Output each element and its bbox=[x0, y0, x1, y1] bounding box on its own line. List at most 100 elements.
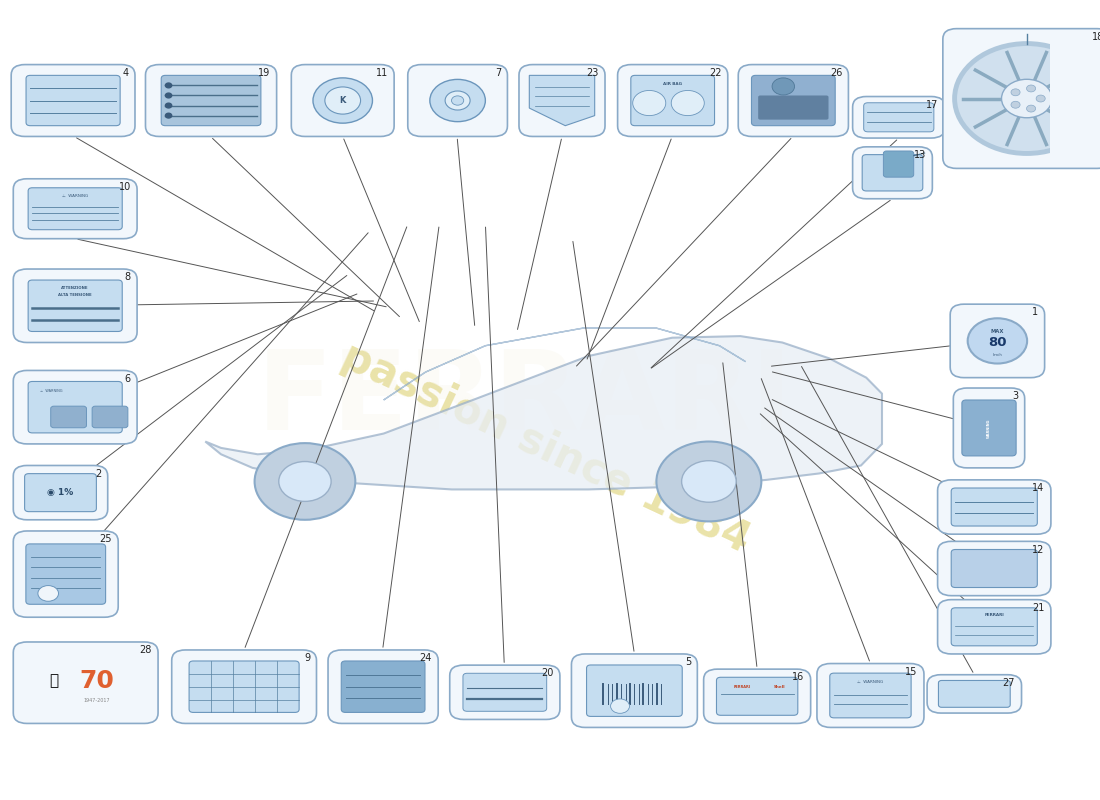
FancyBboxPatch shape bbox=[829, 673, 911, 718]
Circle shape bbox=[430, 79, 485, 122]
Circle shape bbox=[955, 43, 1099, 154]
FancyBboxPatch shape bbox=[617, 65, 728, 137]
FancyBboxPatch shape bbox=[13, 531, 118, 618]
Text: 4: 4 bbox=[122, 68, 129, 78]
FancyBboxPatch shape bbox=[29, 280, 122, 331]
FancyBboxPatch shape bbox=[172, 650, 317, 723]
Circle shape bbox=[165, 93, 172, 98]
FancyBboxPatch shape bbox=[13, 269, 138, 342]
Circle shape bbox=[1026, 105, 1035, 112]
FancyBboxPatch shape bbox=[341, 661, 425, 713]
Text: 6: 6 bbox=[124, 374, 131, 384]
Text: Shell: Shell bbox=[774, 685, 785, 689]
FancyBboxPatch shape bbox=[937, 542, 1050, 596]
Text: 80: 80 bbox=[988, 336, 1007, 350]
FancyBboxPatch shape bbox=[26, 75, 120, 126]
FancyBboxPatch shape bbox=[29, 188, 122, 230]
FancyBboxPatch shape bbox=[13, 466, 108, 520]
Circle shape bbox=[1036, 95, 1045, 102]
Text: 19: 19 bbox=[258, 68, 271, 78]
Text: 1: 1 bbox=[1032, 307, 1038, 318]
Circle shape bbox=[314, 78, 373, 123]
FancyBboxPatch shape bbox=[862, 154, 923, 191]
FancyBboxPatch shape bbox=[954, 388, 1025, 468]
Text: 7: 7 bbox=[495, 68, 502, 78]
Circle shape bbox=[671, 90, 704, 116]
Text: 70: 70 bbox=[80, 669, 114, 693]
FancyBboxPatch shape bbox=[51, 406, 87, 428]
Circle shape bbox=[1011, 89, 1020, 96]
Text: 16: 16 bbox=[792, 672, 804, 682]
Text: passion since 1984: passion since 1984 bbox=[336, 334, 757, 561]
Text: 17: 17 bbox=[926, 100, 938, 110]
FancyBboxPatch shape bbox=[927, 674, 1022, 713]
FancyBboxPatch shape bbox=[751, 75, 835, 126]
FancyBboxPatch shape bbox=[630, 75, 715, 126]
FancyBboxPatch shape bbox=[13, 178, 138, 238]
Text: 14: 14 bbox=[1033, 483, 1045, 493]
Circle shape bbox=[632, 90, 666, 116]
Text: ATTENZIONE: ATTENZIONE bbox=[62, 286, 89, 290]
Text: 9: 9 bbox=[304, 653, 310, 663]
Text: FERRARI: FERRARI bbox=[257, 346, 793, 454]
Circle shape bbox=[451, 96, 464, 105]
FancyBboxPatch shape bbox=[463, 674, 547, 711]
Text: 12: 12 bbox=[1032, 545, 1045, 554]
Text: 23: 23 bbox=[586, 68, 598, 78]
FancyBboxPatch shape bbox=[758, 95, 828, 120]
FancyBboxPatch shape bbox=[950, 304, 1045, 378]
Text: ⚠  WARNING: ⚠ WARNING bbox=[62, 194, 88, 198]
Text: 2: 2 bbox=[96, 469, 101, 478]
Circle shape bbox=[165, 103, 172, 108]
Text: km/h: km/h bbox=[992, 353, 1002, 357]
Circle shape bbox=[254, 443, 355, 520]
FancyBboxPatch shape bbox=[952, 608, 1037, 646]
Text: K: K bbox=[340, 96, 345, 105]
FancyBboxPatch shape bbox=[704, 669, 811, 723]
FancyBboxPatch shape bbox=[716, 678, 798, 715]
FancyBboxPatch shape bbox=[29, 382, 122, 433]
Text: 25: 25 bbox=[99, 534, 112, 544]
Text: 15: 15 bbox=[905, 666, 917, 677]
FancyBboxPatch shape bbox=[519, 65, 605, 137]
FancyBboxPatch shape bbox=[938, 681, 1010, 707]
Polygon shape bbox=[529, 75, 595, 126]
Circle shape bbox=[165, 114, 172, 118]
FancyBboxPatch shape bbox=[13, 370, 138, 444]
FancyBboxPatch shape bbox=[450, 665, 560, 719]
Text: FERRARI: FERRARI bbox=[984, 614, 1004, 618]
FancyBboxPatch shape bbox=[11, 65, 135, 137]
Text: 11: 11 bbox=[375, 68, 388, 78]
Circle shape bbox=[1001, 79, 1052, 118]
Text: ⚠  WARNING: ⚠ WARNING bbox=[41, 389, 63, 393]
FancyBboxPatch shape bbox=[145, 65, 276, 137]
Circle shape bbox=[772, 78, 794, 95]
Text: 🐎: 🐎 bbox=[50, 674, 58, 689]
FancyBboxPatch shape bbox=[943, 29, 1100, 169]
Text: AIR BAG: AIR BAG bbox=[663, 82, 682, 86]
FancyBboxPatch shape bbox=[937, 480, 1050, 534]
Circle shape bbox=[324, 87, 361, 114]
Text: FERRARI: FERRARI bbox=[734, 685, 751, 689]
Circle shape bbox=[610, 699, 629, 714]
Circle shape bbox=[37, 586, 58, 602]
Text: ⚠  WARNING: ⚠ WARNING bbox=[857, 680, 883, 684]
Text: 13: 13 bbox=[914, 150, 926, 160]
Text: 26: 26 bbox=[829, 68, 843, 78]
FancyBboxPatch shape bbox=[952, 550, 1037, 587]
FancyBboxPatch shape bbox=[883, 151, 914, 177]
FancyBboxPatch shape bbox=[13, 642, 158, 723]
Circle shape bbox=[682, 461, 736, 502]
Text: 1947-2017: 1947-2017 bbox=[84, 698, 111, 703]
FancyBboxPatch shape bbox=[864, 102, 934, 132]
Text: 8: 8 bbox=[124, 272, 131, 282]
FancyBboxPatch shape bbox=[328, 650, 438, 723]
FancyBboxPatch shape bbox=[817, 663, 924, 727]
Text: WARNING: WARNING bbox=[987, 418, 991, 438]
FancyBboxPatch shape bbox=[408, 65, 507, 137]
FancyBboxPatch shape bbox=[937, 600, 1050, 654]
FancyBboxPatch shape bbox=[852, 147, 933, 198]
Text: ◉ 1%: ◉ 1% bbox=[47, 488, 74, 497]
Text: ALTA TENSIONE: ALTA TENSIONE bbox=[58, 294, 92, 298]
FancyBboxPatch shape bbox=[189, 661, 299, 713]
